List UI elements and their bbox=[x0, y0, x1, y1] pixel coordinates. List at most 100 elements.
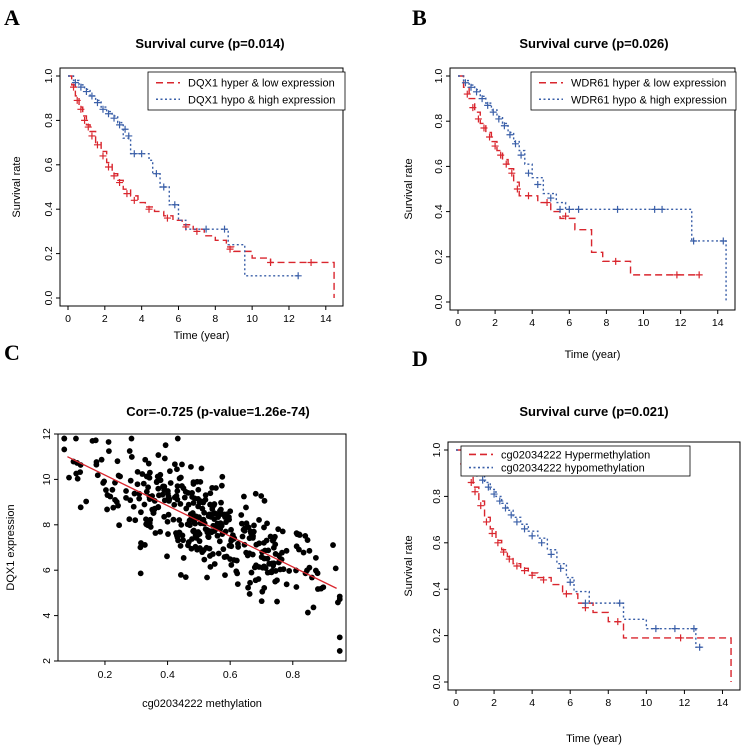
y-tick-label: 0.0 bbox=[43, 291, 55, 306]
scatter-point bbox=[280, 566, 287, 573]
legend-box bbox=[530, 71, 737, 111]
scatter-point bbox=[279, 528, 286, 535]
scatter-point bbox=[243, 520, 250, 527]
panel-c-letter: C bbox=[4, 340, 20, 365]
scatter-point bbox=[166, 468, 173, 475]
censor-mark bbox=[495, 115, 503, 123]
scatter-point bbox=[109, 486, 116, 493]
y-axis-label: Survival rate bbox=[403, 535, 415, 596]
panel-c-frame bbox=[57, 433, 347, 662]
scatter-point bbox=[302, 533, 309, 539]
scatter-point bbox=[179, 483, 185, 489]
scatter-point bbox=[318, 585, 324, 592]
scatter-point bbox=[264, 520, 270, 527]
censor-mark bbox=[461, 79, 469, 87]
panel-c: C Cor=-0.725 (p-value=1.26e-74) 0.2 0.4 0.… bbox=[4, 340, 347, 710]
scatter-point bbox=[220, 546, 227, 553]
scatter-point bbox=[336, 634, 343, 641]
panel-d-letter: D bbox=[412, 346, 428, 371]
scatter-point bbox=[171, 501, 178, 508]
scatter-point bbox=[270, 544, 277, 551]
scatter-point bbox=[185, 490, 192, 496]
scatter-point bbox=[116, 522, 123, 529]
scatter-point bbox=[214, 520, 221, 527]
scatter-point bbox=[156, 492, 162, 499]
scatter-point bbox=[221, 554, 228, 560]
x-tick-label: 2 bbox=[102, 313, 108, 325]
scatter-point bbox=[164, 553, 170, 560]
scatter-point bbox=[165, 531, 171, 537]
panel-b-title: Survival curve (p=0.026) bbox=[519, 36, 668, 51]
scatter-point bbox=[238, 520, 245, 527]
scatter-point bbox=[177, 572, 184, 578]
scatter-point bbox=[178, 521, 185, 528]
scatter-point bbox=[66, 474, 72, 481]
y-tick-label: 1.0 bbox=[431, 443, 443, 458]
x-axis-label: Time (year) bbox=[566, 733, 622, 745]
censor-mark bbox=[489, 108, 497, 116]
scatter-point bbox=[241, 493, 247, 500]
censor-mark bbox=[494, 539, 502, 547]
scatter-point bbox=[182, 574, 189, 581]
scatter-point bbox=[274, 598, 280, 605]
y-tick-label: 0.6 bbox=[433, 159, 445, 174]
censor-mark bbox=[110, 172, 118, 180]
scatter-point bbox=[206, 511, 213, 518]
scatter-point bbox=[114, 458, 121, 465]
censor-mark bbox=[484, 483, 492, 491]
scatter-point bbox=[218, 499, 224, 506]
x-tick-label: 0.6 bbox=[223, 669, 238, 681]
scatter-point bbox=[216, 538, 223, 545]
scatter-point bbox=[128, 435, 135, 442]
y-tick-label: 0.0 bbox=[433, 295, 445, 310]
scatter-point bbox=[94, 472, 101, 479]
scatter-point bbox=[228, 526, 234, 533]
scatter-point bbox=[265, 547, 272, 554]
censor-mark bbox=[116, 179, 124, 187]
censor-mark bbox=[125, 132, 133, 140]
scatter-point bbox=[262, 565, 269, 571]
scatter-point bbox=[190, 527, 197, 534]
scatter-point bbox=[92, 437, 99, 444]
scatter-point bbox=[134, 468, 141, 475]
scatter-point bbox=[127, 497, 134, 504]
km-series-2-line bbox=[456, 449, 704, 648]
censor-mark bbox=[116, 121, 124, 129]
censor-mark bbox=[490, 490, 498, 498]
scatter-point bbox=[115, 502, 121, 509]
scatter-point bbox=[283, 547, 290, 554]
x-tick-label: 6 bbox=[176, 313, 182, 325]
censor-mark bbox=[521, 567, 529, 575]
scatter-point bbox=[266, 560, 273, 567]
panel-d-frame bbox=[447, 441, 741, 691]
censor-mark bbox=[540, 576, 548, 584]
censor-mark bbox=[93, 141, 101, 149]
censor-mark bbox=[93, 99, 101, 107]
scatter-point bbox=[180, 555, 187, 561]
scatter-point bbox=[223, 519, 229, 526]
scatter-point bbox=[186, 522, 193, 529]
scatter-point bbox=[142, 456, 149, 463]
censor-mark bbox=[467, 478, 475, 486]
censor-mark bbox=[477, 502, 485, 510]
censor-mark bbox=[473, 88, 481, 96]
scatter-point bbox=[219, 473, 226, 480]
scatter-point bbox=[233, 557, 240, 564]
scatter-point bbox=[188, 463, 194, 470]
censor-mark bbox=[566, 578, 574, 586]
panel-b-letter: B bbox=[412, 5, 427, 30]
scatter-point bbox=[101, 478, 108, 485]
censor-mark bbox=[488, 530, 496, 538]
censor-mark bbox=[88, 92, 96, 100]
scatter-point bbox=[151, 506, 158, 513]
censor-mark bbox=[547, 194, 555, 202]
scatter-point bbox=[93, 459, 100, 465]
scatter-point bbox=[164, 490, 171, 497]
panel-b: B Survival curve (p=0.026) 0 2 4 6 8 10 12 14 0.… bbox=[403, 5, 737, 361]
censor-mark bbox=[478, 95, 486, 103]
scatter-point bbox=[171, 461, 178, 468]
x-tick-label: 2 bbox=[491, 697, 497, 709]
scatter-point bbox=[207, 553, 213, 559]
scatter-point bbox=[214, 532, 221, 539]
